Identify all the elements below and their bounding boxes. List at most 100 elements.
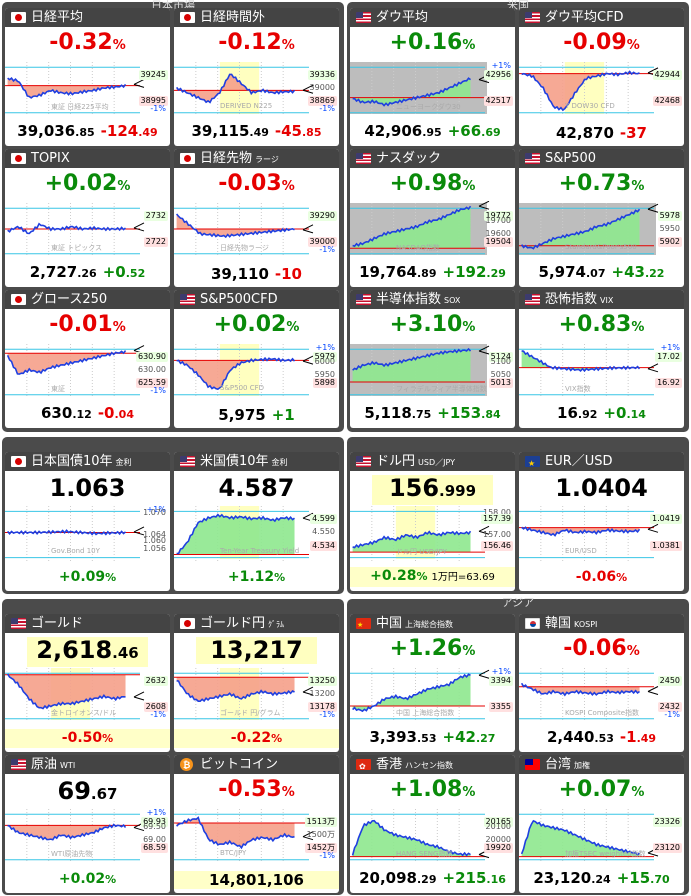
price-decimal: .07 — [586, 267, 606, 280]
axis-label-plus: +1% — [660, 343, 680, 352]
card-sp500[interactable]: S&P500 +0.73% Standard&Poor's500 5978 5950 59… — [519, 149, 684, 287]
change-area — [521, 683, 640, 696]
axis-label-y1: 158.00 — [483, 508, 511, 517]
us-flag-icon — [525, 153, 540, 164]
axis-label-y3: 1.060 — [143, 536, 166, 545]
current-value-main: 4.587 — [218, 474, 295, 502]
axis-label-mid: 630.00 — [138, 365, 166, 374]
axis-label-hi: 5979 — [312, 352, 337, 362]
percent-unit: % — [112, 38, 126, 53]
change-decimal: .84 — [481, 408, 501, 421]
price-line — [352, 347, 472, 371]
change-main: +215 — [442, 869, 487, 887]
change-percent-value: -0.06 — [563, 636, 627, 661]
card-jgb10[interactable]: 日本国債10年 金利 1.063 Gov.Bond 10Y +1% 1.070 1.064 1… — [5, 452, 170, 591]
card-vix[interactable]: 恐怖指数 VIX +0.83% VIX指数 +1% 17.02 16.92 16.92 +0.1… — [519, 290, 684, 428]
card-eurusd[interactable]: EUR／USD 1.0404 EUR/USD 1.0419 1.0381 -0.06% — [519, 452, 684, 591]
percent-unit: % — [281, 179, 295, 194]
axis-label-lo: 42468 — [652, 96, 682, 106]
axis-label-lo: 19920 — [483, 843, 513, 853]
change-percent-value: +0.73 — [558, 171, 632, 196]
price-line-footer: 39,036.85 -124.49 — [5, 122, 170, 142]
card-nikkei_after[interactable]: 日経時間外 -0.12% DERIVED N225 39336 39000 38869 -1… — [174, 8, 339, 146]
percent-unit: % — [286, 320, 300, 335]
kr-flag-icon — [525, 618, 540, 629]
card-title: ゴールド円 — [200, 616, 266, 631]
card-taiwan[interactable]: 台湾 加権 +0.07% 加権TSEC weighted指数 23326 23120 23,… — [519, 755, 684, 893]
percent-unit: % — [281, 785, 295, 800]
mini-chart — [5, 809, 145, 863]
axis-label-mid: 5950 — [659, 224, 680, 233]
change-value: +1 — [272, 406, 295, 424]
change-percent-value: +1.08 — [389, 777, 463, 802]
mini-chart — [174, 62, 314, 116]
card-header: 韓国 KOSPI — [519, 614, 684, 633]
price-main: 5,975 — [218, 406, 266, 424]
mini-chart — [519, 809, 659, 863]
card-header: 原油 WTI — [5, 755, 170, 774]
current-value-main: 1.0404 — [555, 474, 648, 502]
percent-unit: % — [462, 179, 476, 194]
change-percent-value: +0.02 — [213, 312, 287, 337]
current-value: 1.0404 — [519, 475, 684, 502]
price-decimal: .53 — [417, 732, 437, 745]
current-value-main: 2,618 — [36, 636, 113, 664]
card-kospi[interactable]: 韓国 KOSPI -0.06% KOSPI Composite指数 2450 2432 -1… — [519, 614, 684, 752]
chart-watermark: 東証 トピックス — [51, 244, 103, 252]
card-gold_jpy[interactable]: ゴールド円 ｸﾞﾗﾑ 13,217 ゴールド 円/グラム 13250 13200 13178… — [174, 614, 339, 752]
price-line — [521, 70, 640, 112]
change-area — [176, 817, 295, 848]
axis-label-mid: 4.550 — [312, 527, 335, 536]
price-line — [176, 513, 295, 555]
card-growth[interactable]: グロース250 -0.01% 東証 630.90 630.00 625.59 -1% 630.… — [5, 290, 170, 428]
price-line — [176, 356, 296, 391]
card-gold[interactable]: ゴールド 2,618.46 金トロイオンス/ドル 2632 2608 -1% -0.50% — [5, 614, 170, 752]
current-pointer-icon — [647, 363, 659, 373]
axis-label-lo: 4.534 — [310, 541, 337, 551]
change-area — [7, 673, 126, 709]
percent-unit: % — [616, 571, 628, 584]
price: 39,110 — [211, 265, 269, 283]
axis-label-lo: 68.59 — [141, 843, 168, 853]
axis-label-hi: 5124 — [488, 352, 513, 362]
jp-flag-icon — [11, 456, 26, 467]
axis-label-mid1: 69.50 — [143, 822, 166, 831]
price-main: 5,974 — [538, 263, 586, 281]
axis-label-hi: 39290 — [307, 211, 337, 221]
card-sp500_cfd[interactable]: S&P500CFD +0.02% S&P500 CFD +1% 5979 6000 5950… — [174, 290, 339, 428]
card-nikkei[interactable]: 日経平均 -0.32% 東証 日経225平均 39245 38995 -1% 39,036.… — [5, 8, 170, 146]
card-nikkei_fut[interactable]: 日経先物 ラージ -0.03% 日経先物ラージ 39290 39000 -1% 39,110-… — [174, 149, 339, 287]
card-subtitle: WTI — [60, 761, 76, 770]
price-decimal: .92 — [577, 408, 598, 421]
us-flag-icon — [180, 294, 195, 305]
card-nasdaq[interactable]: ナスダック +0.98% NASDAQ指数 19772 19700 19600 19504 1… — [350, 149, 515, 287]
chart-watermark: BTC/JPY — [220, 849, 247, 857]
group-title-asia: アジア — [501, 596, 535, 609]
card-topix[interactable]: TOPIX +0.02% 東証 トピックス 2732 2722 2,727.26 +0.52 — [5, 149, 170, 287]
price-line-footer: 630.12 -0.04 — [5, 404, 170, 424]
card-title: 日本国債10年 — [31, 454, 113, 469]
card-wti[interactable]: 原油 WTI 69.67 WTI原油先物 +1% 69.93 69.50 69.00 68.59… — [5, 755, 170, 893]
card-header: 半導体指数 SOX — [350, 290, 515, 309]
card-sox[interactable]: 半導体指数 SOX +3.10% フィラデルフィア半導体指数 5124 5100 5050 5… — [350, 290, 515, 428]
axis-label-minus: -1% — [150, 104, 166, 113]
card-dow_cfd[interactable]: ダウ平均CFD -0.09% Y DOW30 CFD 42944 42468 42,870… — [519, 8, 684, 146]
price-line-footer: 39,110 -10 — [174, 265, 339, 283]
change-percent-value: +1.26 — [389, 636, 463, 661]
price-line — [352, 530, 472, 549]
card-bitcoin[interactable]: ビットコイン -0.53% BTC/JPY 1513万 1500万 1452万-1% 14,… — [174, 755, 339, 893]
change-decimal: .29 — [486, 267, 506, 280]
card-title: 中国 — [376, 616, 403, 631]
chart-watermark: ニューヨークダウ30 — [396, 103, 461, 111]
axis-label-mid1: 19700 — [485, 216, 511, 225]
current-value-decimal: .67 — [90, 785, 118, 803]
card-dow[interactable]: ダウ平均 +0.16% ニューヨークダウ30 +1% 42956 42517 42,906.… — [350, 8, 515, 146]
card-ust10[interactable]: 米国債10年 金利 4.587 Ten-Year Treasury Yield 4.59… — [174, 452, 339, 591]
axis-label-hi: 2732 — [143, 211, 168, 221]
card-usdjpy[interactable]: ドル円 USD／JPY 156.999 ドル円 USD/JPY 158.00 157.39… — [350, 452, 515, 591]
percent-unit: % — [631, 785, 645, 800]
